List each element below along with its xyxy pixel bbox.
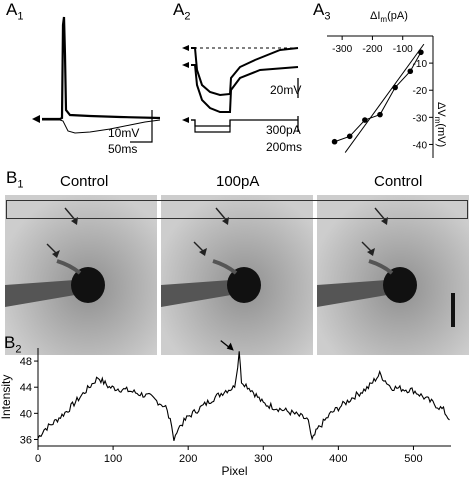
scale-bar	[451, 293, 455, 327]
arrow-1	[182, 45, 189, 51]
pipette	[161, 280, 231, 307]
b1-title-100pa: 100pA	[216, 173, 260, 190]
panel-label-b2: B2	[4, 333, 22, 356]
intensity-line	[37, 351, 450, 441]
hyperpolarizing-trace	[42, 119, 161, 134]
panel-a1-trace	[32, 16, 161, 143]
arrow-lower	[361, 241, 373, 253]
b1-title-control-1: Control	[60, 173, 109, 190]
arrow-lower	[46, 243, 58, 255]
current-step-2	[191, 119, 231, 133]
data-point	[331, 138, 338, 145]
y-tick-label: -10	[413, 59, 428, 70]
panel-a2-trace	[182, 45, 299, 133]
data-point	[362, 117, 368, 123]
x-tick-label: -300	[332, 44, 352, 55]
x-tick-label: 200	[179, 453, 197, 465]
x-tick-label: -100	[393, 44, 413, 55]
y-tick-label: -20	[413, 86, 428, 97]
image-100pa	[161, 195, 313, 355]
arrow-3	[182, 117, 189, 123]
x-tick-label: 300	[254, 453, 272, 465]
scale-bar	[130, 110, 153, 143]
pipette	[317, 280, 387, 307]
y-tick-label: 44	[20, 382, 32, 394]
y-tick-label: -30	[413, 113, 428, 124]
data-point	[392, 84, 398, 91]
peak-arrowhead	[226, 342, 234, 351]
x-tick-label: 100	[104, 453, 122, 465]
a3-xlabel: ΔIm(pA)	[370, 10, 408, 25]
y-tick-label: 40	[20, 408, 32, 420]
image-content	[161, 195, 313, 355]
x-tick-label: -200	[362, 44, 382, 55]
fit-line	[344, 43, 425, 153]
baseline-arrow	[32, 115, 40, 123]
panel-label-a2: A2	[173, 0, 191, 23]
intensity-profile-chart: 0 100 200 300 400 500 36 40 44 48 Pixel Intensity	[0, 340, 451, 477]
x-axis-label: Pixel	[221, 464, 247, 477]
dendrite	[212, 259, 238, 275]
panel-label-b1: B1	[6, 168, 24, 191]
image-control-2	[317, 195, 469, 355]
a1-scale-t: 50ms	[108, 142, 138, 156]
image-content	[5, 195, 157, 355]
arrow-2	[182, 62, 189, 68]
voltage-trace-1	[191, 47, 299, 97]
image-content	[317, 195, 469, 355]
a2-scale-t: 200ms	[266, 140, 303, 154]
y-axis-label: Intensity	[0, 375, 13, 420]
soma	[71, 267, 105, 303]
y-tick-label: 48	[20, 356, 32, 368]
soma	[227, 267, 261, 303]
panel-label-a3: A3	[313, 0, 331, 23]
a2-scale-i: 300pA	[266, 123, 301, 137]
voltage-trace-2	[191, 64, 299, 113]
x-tick-label: 0	[35, 453, 41, 465]
data-point	[407, 68, 414, 75]
y-tick-label: -40	[413, 140, 428, 151]
data-point	[346, 133, 353, 140]
y-tick-label: 36	[20, 434, 32, 446]
x-tick-label: 400	[329, 453, 347, 465]
arrow-lower	[193, 241, 205, 253]
a2-scale-v: 20mV	[270, 83, 302, 97]
roi-box	[6, 200, 468, 219]
b1-title-control-2: Control	[374, 173, 423, 190]
data-point	[377, 111, 383, 118]
soma	[383, 267, 417, 303]
spike-trace	[42, 16, 161, 121]
panel-label-a1: A1	[6, 0, 24, 23]
iv-plot: -300 -200 -100-10 -20 -30 -40	[327, 35, 434, 158]
data-point	[418, 49, 424, 56]
dendrite	[56, 259, 82, 275]
x-tick-label: 500	[404, 453, 422, 465]
pipette	[5, 280, 75, 307]
a1-scale-v: 10mV	[108, 126, 140, 140]
image-control-1	[5, 195, 157, 355]
dendrite	[368, 259, 394, 275]
